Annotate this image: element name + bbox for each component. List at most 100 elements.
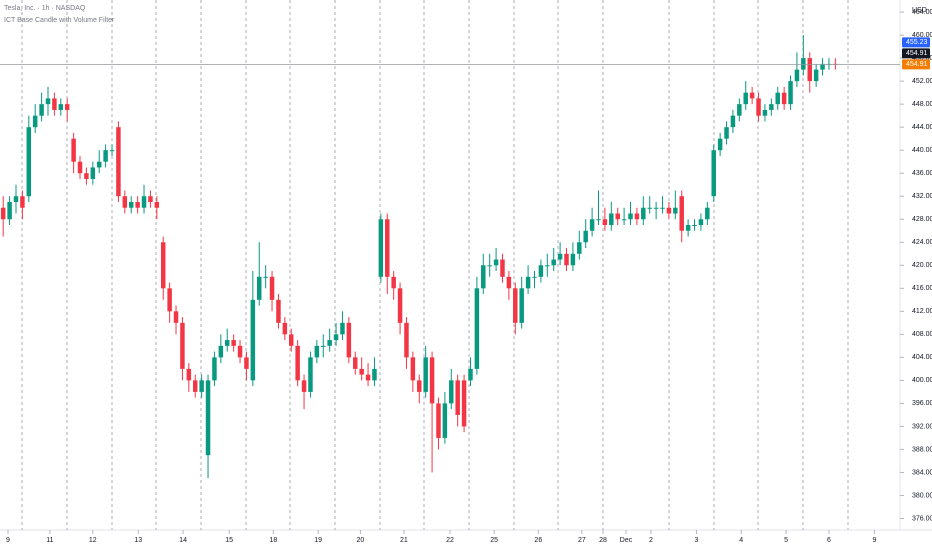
candle-body — [225, 340, 230, 346]
candle-body — [173, 311, 179, 323]
candle-body — [730, 115, 736, 128]
candle-body — [474, 288, 480, 369]
candle-body — [468, 368, 473, 381]
candle-body — [423, 357, 428, 392]
candle-body — [570, 253, 576, 266]
y-tick-label: 440.00 — [912, 147, 932, 154]
candle-body — [596, 219, 601, 221]
candle-body — [90, 167, 96, 179]
candle-body — [13, 196, 19, 202]
candle-body — [532, 276, 537, 278]
candle-body — [257, 276, 262, 300]
candle-body — [628, 213, 633, 220]
candle-body — [160, 242, 166, 289]
candle-body — [333, 334, 339, 341]
candle-body — [250, 299, 256, 381]
y-tick-label: 392.00 — [912, 423, 932, 430]
candle-body — [346, 322, 352, 358]
y-tick-label: 412.00 — [912, 308, 932, 315]
y-tick-label: 424.00 — [912, 239, 932, 246]
x-tick-label: 25 — [490, 537, 498, 544]
candle-body — [365, 374, 371, 381]
y-tick-label: 396.00 — [912, 400, 932, 407]
candle-body — [410, 357, 416, 381]
x-tick-label: 27 — [578, 537, 586, 544]
candle-body — [103, 150, 108, 162]
y-tick-label: 404.00 — [912, 354, 932, 361]
candle-body — [20, 196, 25, 208]
candle-body — [717, 138, 723, 151]
candle-body — [180, 322, 185, 369]
candle-body — [621, 219, 627, 221]
x-tick-label: 2 — [649, 537, 653, 544]
candle-body — [32, 115, 38, 128]
candle-body — [692, 225, 697, 227]
candle-body — [583, 230, 588, 243]
candle-body — [455, 380, 460, 415]
candle-body — [321, 345, 326, 347]
candle-body — [52, 98, 57, 110]
candle-body — [39, 104, 44, 116]
candle-body — [724, 127, 729, 139]
candle-body — [813, 69, 819, 82]
y-tick-label: 428.00 — [912, 216, 932, 223]
candle-body — [385, 219, 390, 277]
candle-body — [378, 219, 384, 277]
x-tick-label: 9 — [872, 537, 876, 544]
x-tick-label: 14 — [179, 537, 187, 544]
candle-body — [538, 265, 544, 277]
candle-body — [417, 380, 422, 392]
candle-body — [500, 259, 505, 277]
candle-body — [589, 219, 595, 231]
candle-body — [308, 357, 313, 392]
candle-body — [711, 150, 716, 197]
candle-body — [128, 201, 134, 208]
candle-body — [807, 58, 812, 82]
y-tick-label: 376.00 — [912, 515, 932, 522]
x-tick-label: 20 — [356, 537, 364, 544]
candle-body — [737, 104, 742, 116]
candle-body — [135, 201, 140, 208]
candle-body — [429, 357, 435, 404]
x-tick-label: 19 — [314, 537, 322, 544]
candle-body — [263, 276, 268, 278]
candle-body — [820, 63, 825, 70]
y-tick-label: 464.00 — [912, 9, 932, 16]
x-tick-label: 4 — [739, 537, 743, 544]
candle-body — [673, 207, 678, 214]
candle-body — [64, 104, 70, 110]
candle-body — [212, 357, 217, 381]
candle-body — [276, 299, 281, 323]
x-tick-label: 6 — [827, 537, 831, 544]
currency-label: USD — [912, 7, 927, 14]
candle-body — [84, 173, 89, 179]
candle-body — [192, 380, 198, 392]
candle-body — [788, 81, 793, 105]
candle-body — [525, 276, 531, 289]
x-tick-label: 9 — [6, 537, 10, 544]
candle-body — [167, 288, 172, 312]
x-tick-label: Dec — [620, 537, 633, 544]
candle-body — [96, 161, 102, 168]
candle-body — [513, 288, 518, 323]
candle-body — [372, 368, 377, 381]
candle-body — [660, 207, 665, 209]
candle-body — [519, 288, 524, 323]
candle-body — [289, 334, 294, 346]
candle-body — [762, 109, 768, 116]
candle-body — [295, 345, 300, 381]
x-tick-label: 5 — [784, 537, 788, 544]
y-tick-label: 448.00 — [912, 101, 932, 108]
candle-body — [7, 201, 12, 220]
candle-body — [199, 380, 204, 392]
candle-body — [442, 403, 448, 438]
candle-body — [404, 322, 409, 358]
candle-body — [186, 368, 192, 381]
y-tick-label: 456.00 — [912, 55, 932, 62]
candle-body — [769, 104, 774, 110]
y-tick-label: 400.00 — [912, 377, 932, 384]
candle-body — [141, 196, 147, 208]
candle-body — [634, 213, 640, 220]
